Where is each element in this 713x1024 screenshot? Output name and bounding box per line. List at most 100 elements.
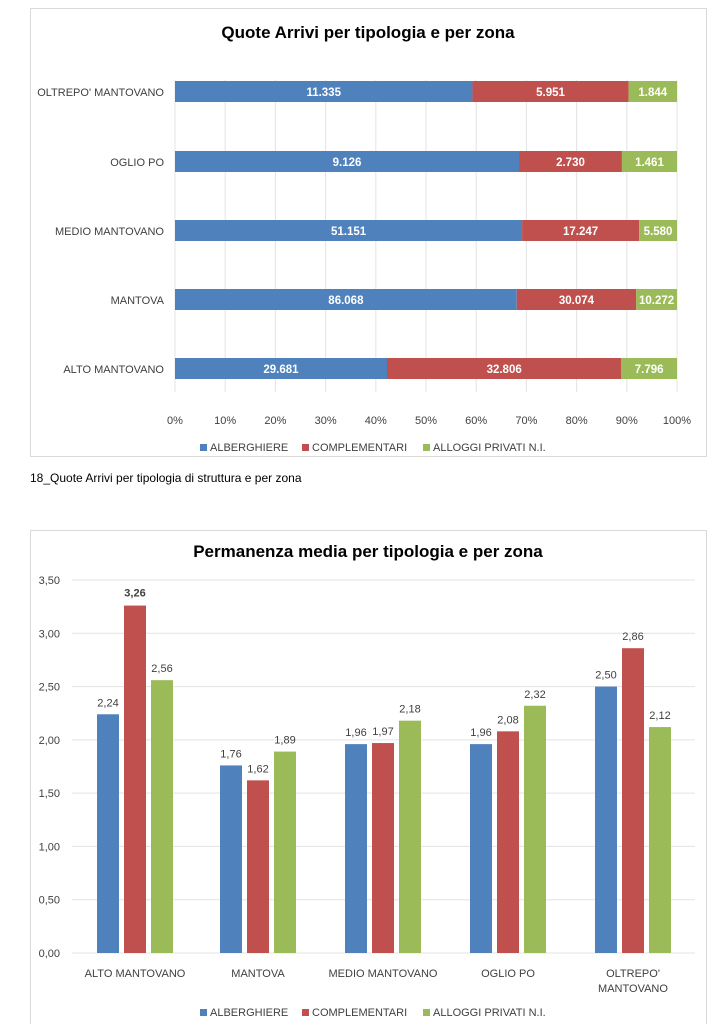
bar xyxy=(372,743,394,953)
bar xyxy=(622,648,644,953)
bar xyxy=(470,744,492,953)
data-label: 1,96 xyxy=(470,727,491,739)
bar xyxy=(497,731,519,953)
legend-label: ALLOGGI PRIVATI N.I. xyxy=(433,442,546,454)
bar-segment xyxy=(636,289,677,310)
legend-label: COMPLEMENTARI xyxy=(312,1007,407,1019)
bar-segment xyxy=(386,358,622,379)
legend-label: ALLOGGI PRIVATI N.I. xyxy=(433,1007,546,1019)
data-label: 1.461 xyxy=(635,157,664,169)
category-label: ALTO MANTOVANO xyxy=(63,364,164,376)
data-label: 2,18 xyxy=(399,704,420,716)
bar-segment xyxy=(519,151,622,172)
x-tick-label: 90% xyxy=(616,415,638,427)
bar xyxy=(595,686,617,953)
data-label: 51.151 xyxy=(331,226,367,238)
data-label: 2,56 xyxy=(151,663,172,675)
bar-segment xyxy=(621,151,677,172)
legend-swatch-2 xyxy=(423,1009,430,1016)
y-tick-label: 2,00 xyxy=(39,735,60,747)
data-label: 2,08 xyxy=(497,714,518,726)
x-tick-label: 100% xyxy=(663,415,691,427)
data-label: 86.068 xyxy=(328,295,364,307)
category-label: OLTREPO' MANTOVANO xyxy=(37,87,164,99)
y-tick-label: 0,50 xyxy=(39,895,60,907)
bar-segment xyxy=(175,81,473,102)
x-tick-label: 60% xyxy=(465,415,487,427)
legend-swatch-0 xyxy=(200,1009,207,1016)
data-label: 10.272 xyxy=(639,295,674,307)
x-tick-label: 40% xyxy=(365,415,387,427)
bar xyxy=(151,680,173,953)
data-label: 5.951 xyxy=(536,87,565,99)
data-label: 2,50 xyxy=(595,670,616,682)
bar-segment xyxy=(175,358,387,379)
x-tick-label: 10% xyxy=(214,415,236,427)
bar-segment xyxy=(628,81,677,102)
bar xyxy=(274,751,296,953)
category-label: MEDIO MANTOVANO xyxy=(55,226,164,238)
category-label: MANTOVANO xyxy=(598,983,668,995)
x-tick-label: 80% xyxy=(566,415,588,427)
legend-label: COMPLEMENTARI xyxy=(312,442,407,454)
bar xyxy=(649,727,671,953)
data-label: 1.844 xyxy=(638,87,667,99)
data-label: 5.580 xyxy=(644,226,673,238)
x-tick-label: 30% xyxy=(315,415,337,427)
data-label: 11.335 xyxy=(306,87,341,99)
data-label: 2,24 xyxy=(97,697,118,709)
bar-segment xyxy=(175,220,523,241)
data-label: 1,76 xyxy=(220,748,241,760)
category-label: OGLIO PO xyxy=(481,968,535,980)
y-tick-label: 2,50 xyxy=(39,682,60,694)
x-tick-label: 0% xyxy=(167,415,183,427)
bar-segment xyxy=(175,289,517,310)
category-label: OGLIO PO xyxy=(110,157,164,169)
data-label: 32.806 xyxy=(487,364,522,376)
x-tick-label: 20% xyxy=(264,415,286,427)
data-label: 2.730 xyxy=(556,157,585,169)
data-label: 17.247 xyxy=(563,226,598,238)
chart-quote-arrivi: Quote Arrivi per tipologia e per zona 0% 1… xyxy=(30,8,707,457)
data-label: 1,89 xyxy=(274,735,295,747)
bar-segment xyxy=(472,81,629,102)
legend-swatch-1 xyxy=(302,1009,309,1016)
x-tick-label: 50% xyxy=(415,415,437,427)
x-tick-label: 70% xyxy=(515,415,537,427)
bar-segment xyxy=(175,151,520,172)
legend-swatch-0 xyxy=(200,444,207,451)
category-label: ALTO MANTOVANO xyxy=(85,968,186,980)
bar-segment xyxy=(639,220,677,241)
figure-caption: 18_Quote Arrivi per tipologia di struttu… xyxy=(30,471,302,485)
chart-title: Permanenza media per tipologia e per zon… xyxy=(193,542,543,561)
data-label: 2,12 xyxy=(649,710,670,722)
category-label: OLTREPO' xyxy=(606,968,660,980)
bar xyxy=(124,605,146,953)
data-label: 3,26 xyxy=(124,588,145,600)
data-label: 9.126 xyxy=(333,157,362,169)
data-label: 2,86 xyxy=(622,631,643,643)
data-label: 29.681 xyxy=(263,364,299,376)
bar-segment xyxy=(522,220,640,241)
y-tick-label: 3,00 xyxy=(39,628,60,640)
chart-permanenza-media: Permanenza media per tipologia e per zon… xyxy=(30,530,707,1024)
data-label: 7.796 xyxy=(635,364,664,376)
category-label: MEDIO MANTOVANO xyxy=(329,968,438,980)
data-label: 30.074 xyxy=(559,295,595,307)
legend-swatch-2 xyxy=(423,444,430,451)
bar xyxy=(247,780,269,953)
chart-title: Quote Arrivi per tipologia e per zona xyxy=(221,23,515,42)
bar xyxy=(524,705,546,953)
category-label: MANTOVA xyxy=(111,295,165,307)
bar-segment xyxy=(516,289,637,310)
bar xyxy=(345,744,367,953)
data-label: 1,96 xyxy=(345,727,366,739)
legend-label: ALBERGHIERE xyxy=(210,442,288,454)
y-tick-label: 1,50 xyxy=(39,788,60,800)
y-tick-label: 0,00 xyxy=(39,948,60,960)
data-label: 2,32 xyxy=(524,689,545,701)
bar xyxy=(399,720,421,953)
y-tick-label: 3,50 xyxy=(39,575,60,587)
data-label: 1,62 xyxy=(247,763,268,775)
